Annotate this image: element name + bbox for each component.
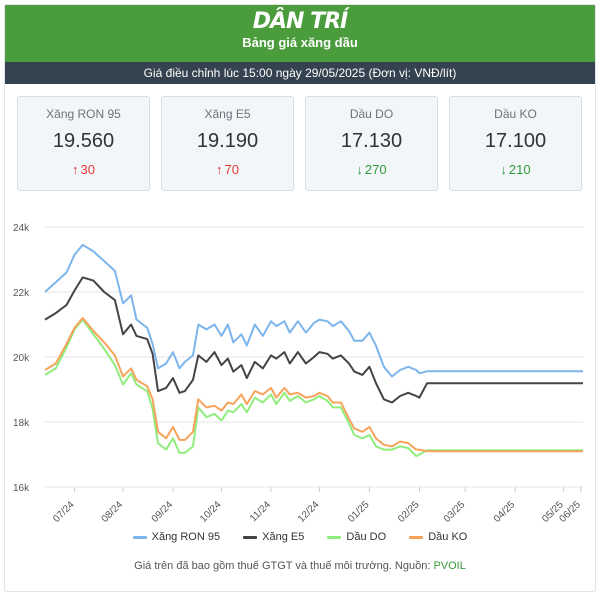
series-line-e5 [44,276,583,404]
y-tick-label: 16k [13,483,30,494]
series-line-do [44,318,583,458]
note-text: Giá trên đã bao gồm thuế GTGT và thuế mô… [134,560,434,572]
y-tick-label: 24k [13,223,30,234]
y-tick-label: 18k [13,418,30,429]
legend-item-ko[interactable]: Dầu KO [409,531,467,543]
legend-label: Xăng RON 95 [151,531,221,543]
card-name: Xăng RON 95 [46,107,121,121]
y-tick-label: 22k [13,288,30,299]
card-price: 19.190 [196,130,259,152]
price-card-e5: Xăng E5 19.190 ↑ 70 [161,96,294,191]
change-value: 30 [80,162,95,177]
price-card-ron95: Xăng RON 95 19.560 ↑ 30 [17,96,150,191]
arrow-down-icon: ↓ [500,162,507,177]
card-price: 17.100 [484,130,547,152]
card-name: Dầu KO [494,107,537,121]
card-price: 17.130 [340,130,403,152]
arrow-up-icon: ↑ [72,162,79,177]
change-value: 270 [364,162,387,177]
change-value: 70 [224,162,239,177]
x-tick-label: 10/24 [198,499,224,525]
card-change: ↑ 70 [162,162,293,177]
legend-item-do[interactable]: Dầu DO [327,531,386,543]
legend-item-e5[interactable]: Xăng E5 [243,531,304,543]
card-change: ↑ 30 [18,162,149,177]
legend-label: Dầu KO [428,531,468,543]
x-tick-label: 11/24 [248,499,273,524]
legend-label: Xăng E5 [262,531,305,543]
legend-item-ron95[interactable]: Xăng RON 95 [132,531,221,543]
x-tick-label: 09/24 [150,499,176,525]
series-line-ron95 [44,243,583,378]
card-price: 19.560 [52,130,115,152]
x-tick-label: 12/24 [296,499,322,525]
price-history-chart[interactable]: 16k 18k 20k 22k 24k 07/24 08/24 09/24 10/24 11/24… [5,205,595,525]
price-card-ko: Dầu KO 17.100 ↓ 210 [449,96,582,191]
y-tick-label: 20k [13,353,30,364]
card-change: ↓ 270 [306,162,437,177]
source-note: Giá trên đã bao gồm thuế GTGT và thuế mô… [5,560,595,572]
legend-swatch [243,535,258,539]
legend-swatch [409,535,424,539]
arrow-up-icon: ↑ [216,162,223,177]
update-info: Giá điều chỉnh lúc 15:00 ngày 29/05/2025… [5,62,595,84]
chart-legend: Xăng RON 95 Xăng E5 Dầu DO Dầu KO [5,531,595,543]
card-name: Xăng E5 [204,107,251,121]
legend-swatch [132,535,147,539]
dantri-logo[interactable]: DÂN TRÍ [252,9,349,34]
x-tick-label: 07/24 [51,499,77,525]
page-title: Bảng giá xăng dầu [242,35,358,50]
x-tick-label: 01/25 [346,499,372,525]
legend-swatch [327,535,342,539]
legend-label: Dầu DO [346,531,387,543]
change-value: 210 [508,162,531,177]
arrow-down-icon: ↓ [356,162,363,177]
price-widget: DÂN TRÍ Bảng giá xăng dầu Giá điều chỉnh… [4,4,596,592]
x-tick-label: 02/25 [396,499,422,525]
card-change: ↓ 210 [450,162,581,177]
card-name: Dầu DO [349,107,394,121]
source-link[interactable]: PVOIL [433,560,466,572]
series-line-ko [44,317,583,453]
x-tick-label: 04/25 [492,499,518,525]
x-tick-label: 08/24 [100,499,126,525]
x-tick-label: 03/25 [442,499,468,525]
price-card-do: Dầu DO 17.130 ↓ 270 [305,96,438,191]
header: DÂN TRÍ Bảng giá xăng dầu [5,5,595,62]
